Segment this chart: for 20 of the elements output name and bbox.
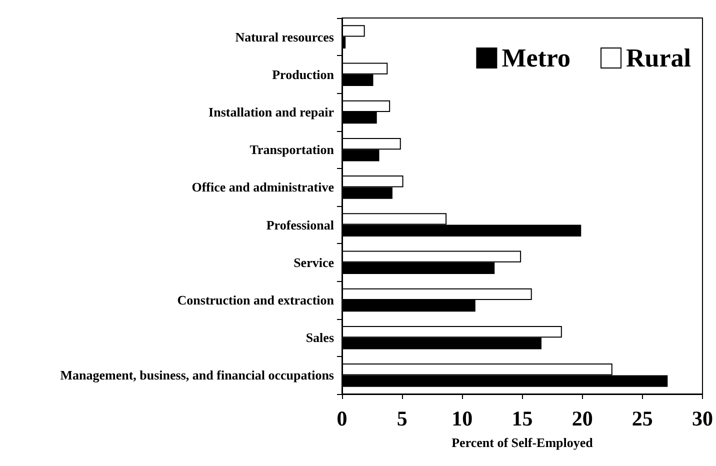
y-tick-label: Service [294, 254, 334, 270]
x-tick-label: 10 [452, 406, 473, 430]
y-tick-label: Production [272, 66, 335, 82]
x-tick-label: 25 [632, 406, 653, 430]
y-tick-label: Professional [266, 217, 334, 232]
y-tick-label: Management, business, and financial occupations [60, 368, 334, 383]
y-tick-label: Sales [306, 330, 334, 346]
x-tick-label: 30 [692, 406, 713, 430]
y-tick-label: Natural resources [235, 29, 334, 44]
y-tick-label: Transportation [250, 142, 335, 158]
x-tick-label: 15 [512, 406, 533, 430]
y-tick-label: Construction and extraction [177, 292, 335, 308]
legend-label: Metro [502, 44, 571, 72]
y-tick-label: Installation and repair [208, 104, 334, 120]
legend-label: Rural [626, 44, 691, 72]
x-tick-label: 5 [396, 406, 408, 430]
x-tick-label: 0 [336, 406, 348, 430]
x-axis-title: Percent of Self-Employed [452, 435, 594, 450]
y-tick-label: Office and administrative [192, 180, 334, 195]
x-tick-label: 20 [572, 406, 593, 430]
